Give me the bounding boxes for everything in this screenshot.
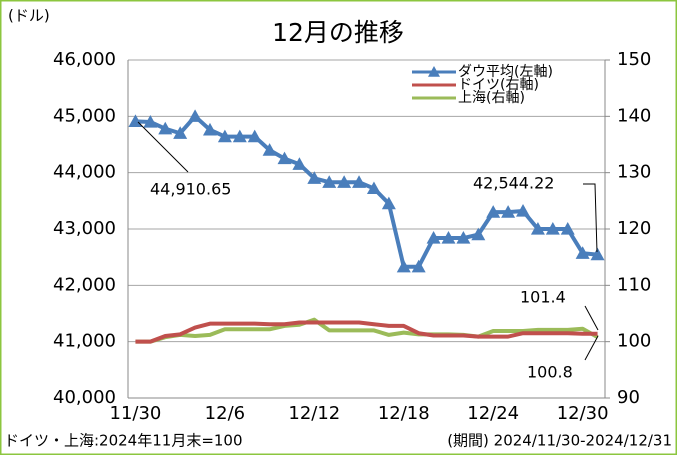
annotation: 44,910.65 — [150, 180, 231, 199]
marker — [173, 126, 188, 139]
marker — [575, 246, 590, 259]
annotation-leader — [583, 183, 598, 253]
marker — [441, 231, 456, 244]
x-tick-label: 12/18 — [378, 403, 430, 424]
y2-tick-label: 120 — [617, 218, 651, 239]
marker — [217, 129, 232, 143]
marker — [188, 109, 203, 122]
marker — [486, 205, 501, 218]
series-line — [135, 317, 599, 344]
y2-tick-label: 110 — [617, 274, 651, 295]
annotation: 42,544.22 — [473, 174, 554, 193]
y2-tick-label: 90 — [617, 387, 640, 408]
marker — [545, 222, 560, 235]
annotation: 101.4 — [520, 288, 566, 307]
marker — [501, 205, 516, 218]
marker — [158, 121, 173, 135]
x-tick-label: 12/12 — [288, 403, 340, 424]
x-tick-label: 12/30 — [557, 403, 609, 424]
y-tick-label: 45,000 — [53, 105, 116, 126]
legend-label: 上海(右軸) — [458, 90, 525, 106]
marker — [426, 231, 441, 244]
y2-tick-label: 150 — [617, 49, 651, 70]
series-line — [135, 320, 598, 344]
marker — [516, 203, 531, 217]
x-tick-label: 11/30 — [110, 403, 162, 424]
legend-marker — [428, 66, 440, 77]
marker — [352, 175, 367, 188]
chart-title: 12月の推移 — [272, 18, 404, 47]
marker — [322, 175, 337, 188]
y2-tick-label: 100 — [617, 331, 651, 352]
marker — [411, 259, 426, 273]
y-tick-label: 44,000 — [53, 162, 116, 183]
y-tick-label: 40,000 — [53, 387, 116, 408]
x-tick-label: 12/24 — [467, 403, 519, 424]
marker — [530, 222, 545, 235]
y-tick-label: 42,000 — [53, 274, 116, 295]
footnote: (期間) 2024/11/30-2024/12/31 — [447, 432, 672, 450]
y-axis-unit: (ドル) — [8, 7, 50, 25]
y2-tick-label: 130 — [617, 162, 651, 183]
marker — [247, 129, 262, 143]
annotation-leader — [137, 121, 189, 173]
marker — [560, 222, 575, 235]
marker — [262, 143, 277, 156]
annotation-leader — [584, 305, 599, 331]
legend-label: ドイツ(右軸) — [458, 77, 539, 93]
marker — [456, 231, 471, 244]
marker — [202, 122, 217, 136]
y-tick-label: 43,000 — [53, 218, 116, 239]
annotation-leader — [584, 335, 599, 361]
x-tick-label: 12/6 — [205, 403, 245, 424]
marker — [307, 171, 322, 184]
y2-tick-label: 140 — [617, 105, 651, 126]
marker — [396, 259, 411, 273]
marker — [232, 129, 247, 143]
marker — [143, 114, 158, 128]
marker — [366, 181, 381, 195]
marker — [292, 157, 307, 170]
annotation: 100.8 — [527, 363, 573, 382]
marker — [277, 151, 292, 165]
marker — [128, 114, 143, 127]
marker — [337, 175, 352, 188]
y-tick-label: 46,000 — [53, 49, 116, 70]
marker — [590, 247, 605, 261]
marker — [471, 227, 486, 241]
marker — [381, 196, 396, 210]
y-tick-label: 41,000 — [53, 331, 116, 352]
footnote: ドイツ・上海:2024年11月末=100 — [4, 432, 243, 450]
legend-label: ダウ平均(左軸) — [458, 64, 553, 80]
